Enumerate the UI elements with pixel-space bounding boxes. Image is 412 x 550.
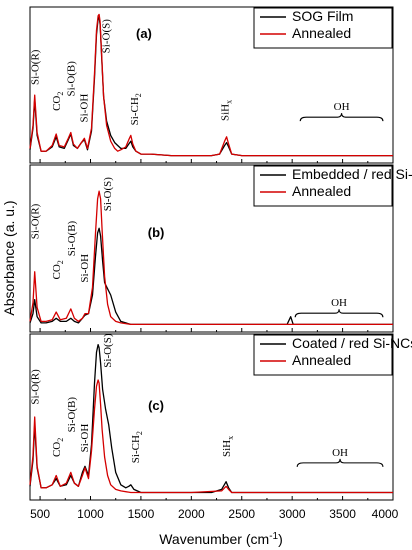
peak-label-text: Si-O(R) xyxy=(30,203,42,239)
peak-label-text: OH xyxy=(334,101,350,113)
peak-label: Si-O(B) xyxy=(66,397,78,433)
legend-label: Annealed xyxy=(292,183,351,199)
peak-label-text: Si-OH xyxy=(79,424,91,453)
x-tick-label: 3500 xyxy=(329,507,356,521)
peak-label: OH xyxy=(334,101,350,113)
peak-label: Si-O(S) xyxy=(101,19,113,54)
peak-label-text: Si-O(S) xyxy=(101,19,113,54)
peak-label-text: Si-O(B) xyxy=(65,61,77,97)
peak-label-subscript: x xyxy=(226,436,235,440)
peak-label: Si-O(R) xyxy=(30,203,42,239)
panel-tag: (a) xyxy=(136,26,152,41)
peak-label-text: Si-OH xyxy=(78,94,90,123)
peak-label-text: OH xyxy=(331,297,347,309)
peak-label: Si-O(R) xyxy=(30,49,42,85)
peak-label-text: OH xyxy=(332,447,348,459)
x-tick-label: 1500 xyxy=(128,507,155,521)
x-tick-label: 2500 xyxy=(228,507,255,521)
x-tick-label: 1000 xyxy=(77,507,104,521)
legend-box xyxy=(253,334,393,376)
peak-label-subscript: 2 xyxy=(134,93,143,97)
oh-bracket xyxy=(299,113,384,122)
x-tick-label: 3000 xyxy=(279,507,306,521)
peak-label-text: Si-CH xyxy=(130,435,142,463)
peak-label-subscript: x xyxy=(225,100,234,104)
peak-label-text: CO xyxy=(51,264,63,279)
peak-label: Si-O(S) xyxy=(102,177,114,212)
peak-label-text: Si-O(B) xyxy=(66,220,78,256)
peak-label: Si-OH xyxy=(79,424,91,453)
peak-label-text: CO xyxy=(51,442,63,457)
legend-label: Coated / red Si-NCs xyxy=(292,335,412,351)
series-line xyxy=(29,13,393,157)
peak-label: Si-CH2 xyxy=(129,93,143,125)
peak-label-text: Si-O(S) xyxy=(102,333,114,368)
series-line xyxy=(29,343,393,494)
peak-label: SiHx xyxy=(221,436,235,457)
x-axis-label-end: ) xyxy=(278,531,283,547)
panel-frame xyxy=(29,164,394,333)
peak-label: OH xyxy=(332,447,348,459)
peak-label: Si-OH xyxy=(78,94,90,123)
oh-bracket xyxy=(294,309,384,318)
panel-frame xyxy=(29,6,394,164)
x-axis-label-main: Wavenumber (cm xyxy=(159,531,269,547)
peak-label: CO2 xyxy=(51,260,65,279)
peak-label: CO2 xyxy=(51,92,65,111)
peak-label-text: Si-CH xyxy=(129,97,141,125)
peak-label: Si-OH xyxy=(79,254,91,283)
panel-frame xyxy=(29,333,394,501)
peak-label: Si-O(S) xyxy=(102,333,114,368)
x-axis-label-superscript: -1 xyxy=(269,531,278,542)
x-axis: 500 1000 1500 2000 2500 3000 3500 4000 xyxy=(30,507,399,521)
peak-label-text: Si-O(B) xyxy=(66,397,78,433)
peak-label: Si-CH2 xyxy=(130,431,144,463)
x-tick-label: 4000 xyxy=(372,507,399,521)
peak-label-text: CO xyxy=(51,96,63,111)
peak-label: SiHx xyxy=(220,100,234,121)
legend-label: Annealed xyxy=(292,352,351,368)
legend-box xyxy=(253,165,393,207)
legend-label: Embedded / red Si-NCs xyxy=(292,166,412,182)
peak-label-text: SiH xyxy=(221,440,233,457)
peak-label-text: Si-O(R) xyxy=(30,49,42,85)
x-tick-label: 500 xyxy=(30,507,50,521)
peak-label-text: Si-O(S) xyxy=(102,177,114,212)
peak-label-subscript: 2 xyxy=(56,260,65,264)
peak-label: OH xyxy=(331,297,347,309)
peak-label: Si-O(B) xyxy=(65,61,77,97)
series-line xyxy=(29,379,393,494)
peak-label: Si-O(B) xyxy=(66,220,78,256)
legend-label: Annealed xyxy=(292,25,351,41)
series-line xyxy=(29,190,393,326)
legend-label: SOG Film xyxy=(292,8,353,24)
peak-label-subscript: 2 xyxy=(56,92,65,96)
panel-3: Si-O(R)CO2Si-O(B)Si-OHSi-O(S)Si-CH2SiHxO… xyxy=(29,333,412,501)
peak-label-text: SiH xyxy=(220,104,232,121)
peak-label-subscript: 2 xyxy=(135,431,144,435)
x-axis-label: Wavenumber (cm-1) xyxy=(159,531,283,547)
y-axis-label: Absorbance (a. u.) xyxy=(1,200,17,315)
peak-label: Si-O(R) xyxy=(30,369,42,405)
peak-label-text: Si-O(R) xyxy=(30,369,42,405)
legend-box xyxy=(253,7,393,49)
x-tick-label: 2000 xyxy=(178,507,205,521)
peak-label-text: Si-OH xyxy=(79,254,91,283)
peak-label: CO2 xyxy=(51,438,65,457)
panel-tag: (b) xyxy=(148,225,165,240)
panel-tag: (c) xyxy=(148,398,164,413)
oh-bracket xyxy=(296,458,384,467)
peak-label-subscript: 2 xyxy=(56,438,65,442)
